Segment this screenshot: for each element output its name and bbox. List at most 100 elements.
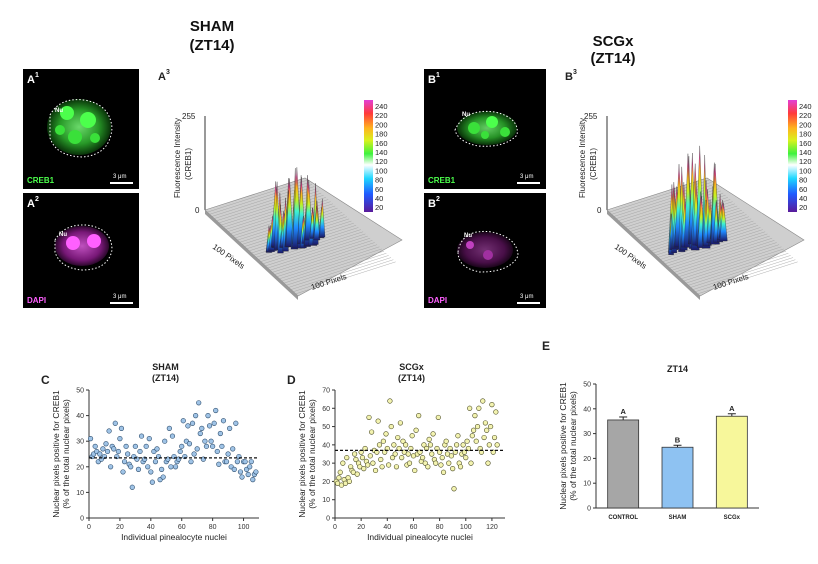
data-point — [486, 442, 492, 448]
grid-line — [674, 240, 775, 273]
y-tick-label: 40 — [322, 442, 330, 449]
b3-ymax: 255 — [584, 112, 598, 121]
x-tick-label: 80 — [209, 524, 217, 531]
grid-line — [295, 261, 396, 295]
data-point — [115, 448, 121, 455]
data-point — [464, 438, 470, 444]
grid-line — [667, 233, 768, 267]
colorbar-tick: 40 — [799, 194, 807, 203]
data-point — [210, 443, 216, 449]
data-point — [111, 446, 117, 452]
data-point — [438, 462, 444, 468]
data-point — [112, 420, 118, 426]
category-label: CONTROL — [608, 515, 638, 521]
b3-letter: B — [565, 71, 573, 83]
colorbar-tick: 240 — [375, 102, 388, 111]
b3-ylabel-2: (CREB1) — [589, 148, 598, 180]
panel-letter: C — [41, 373, 50, 387]
data-point — [242, 459, 248, 465]
data-point — [493, 409, 499, 415]
data-point — [482, 420, 488, 426]
micrograph-a1: Nu A 1 CREB1 3 μm — [23, 69, 139, 189]
data-point — [197, 430, 203, 437]
data-point — [120, 469, 126, 475]
data-point — [128, 464, 134, 470]
grid-line — [688, 253, 789, 286]
data-point — [108, 464, 114, 470]
data-point — [135, 466, 142, 472]
data-point — [485, 460, 491, 466]
category-label: SCGx — [724, 515, 741, 521]
data-point — [189, 420, 196, 426]
colorbar-tick: 140 — [375, 148, 388, 157]
grid-line — [669, 235, 770, 269]
data-point — [359, 455, 366, 461]
b2-sup: 2 — [436, 196, 440, 203]
a2-scale-label: 3 μm — [113, 294, 126, 300]
y-tick-label: 0 — [80, 516, 84, 523]
data-point — [205, 413, 211, 419]
intensity-peak — [713, 200, 719, 243]
data-point — [375, 418, 381, 424]
grid-line — [270, 238, 371, 271]
y-axis-label-2: (% of the total nuclear pixels) — [307, 399, 317, 509]
data-point — [430, 431, 436, 437]
x-tick-label: 60 — [410, 524, 418, 531]
data-point — [180, 418, 186, 424]
grid-line — [209, 182, 310, 215]
data-point — [231, 466, 237, 472]
data-point — [129, 484, 135, 490]
data-point — [353, 456, 359, 463]
data-point — [237, 469, 244, 475]
data-point — [473, 438, 479, 444]
bar — [715, 415, 748, 509]
a3-ymin: 0 — [195, 206, 200, 215]
data-point — [468, 460, 474, 466]
data-point — [367, 453, 373, 459]
chart-title: SCGx — [399, 362, 424, 372]
data-point — [372, 467, 379, 474]
x-axis-label: Individual pinealocyte nuclei — [367, 532, 473, 542]
data-point — [248, 459, 254, 465]
a3-letter: A — [158, 71, 166, 83]
colorbar-tick: 20 — [799, 203, 807, 212]
y-tick-label: 20 — [583, 456, 591, 463]
a2-scale-bar — [110, 302, 133, 304]
y-axis-label-2: (% of the total nuclear pixels) — [568, 391, 578, 501]
data-point — [100, 446, 106, 452]
data-point — [250, 477, 256, 483]
y-tick-label: 50 — [583, 382, 591, 389]
data-point — [467, 405, 473, 411]
grid-line — [695, 259, 796, 292]
grid-line — [221, 192, 322, 226]
data-point — [196, 400, 202, 406]
scatter-chart-c: C SHAM(ZT14) 0 10 20 30 40 50 0 20 40 60 80 100 Indivi… — [41, 362, 259, 542]
data-point — [476, 405, 482, 411]
a1-letter: A — [27, 74, 35, 86]
data-point — [494, 442, 500, 448]
data-point — [202, 438, 208, 444]
data-point — [118, 425, 125, 432]
chart-title: SHAM — [152, 362, 179, 372]
chart-title: ZT14 — [667, 364, 688, 374]
data-point — [216, 461, 222, 467]
data-point — [400, 438, 406, 444]
data-point — [427, 442, 434, 448]
data-point — [234, 459, 240, 465]
data-point — [382, 449, 388, 455]
data-point — [460, 442, 466, 448]
data-point — [121, 459, 128, 465]
a1-nu-label: Nu — [55, 108, 63, 114]
colorbar-tick: 220 — [799, 111, 812, 120]
data-point — [185, 423, 191, 429]
y-tick-label: 30 — [322, 461, 330, 468]
data-point — [465, 445, 471, 452]
data-point — [484, 427, 490, 433]
x-tick-label: 20 — [357, 524, 365, 531]
data-point — [138, 433, 145, 439]
grid-line — [279, 246, 380, 279]
data-point — [403, 442, 409, 448]
data-point — [389, 455, 396, 461]
data-point — [233, 420, 239, 426]
grid-line — [216, 188, 317, 221]
